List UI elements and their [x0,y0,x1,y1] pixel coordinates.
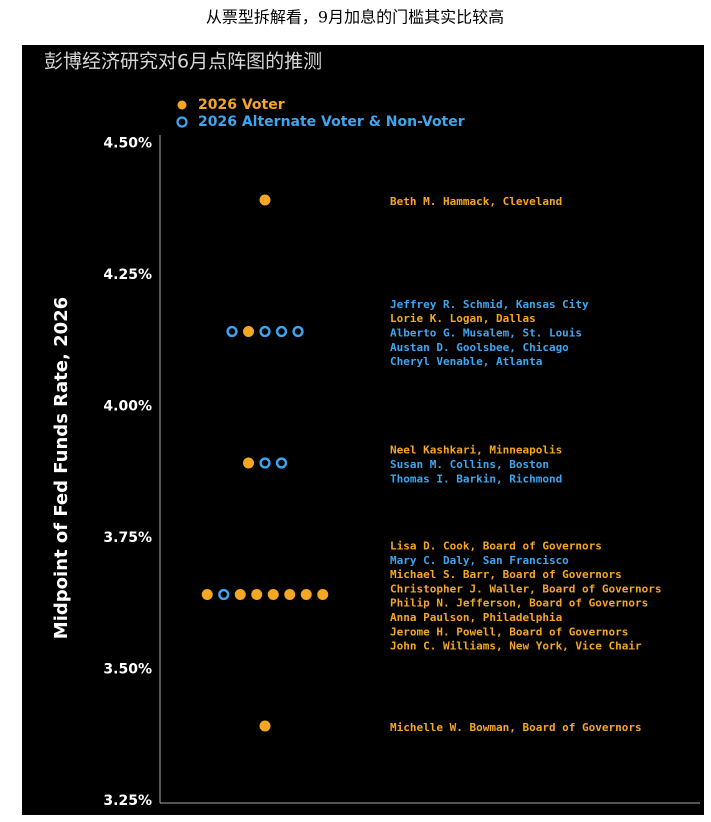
dot [259,720,271,732]
y-tick-label: 3.75% [103,530,152,546]
member-name: Beth M. Hammack, Cleveland [390,195,562,208]
member-name: Cheryl Venable, Atlanta [390,355,542,368]
legend-marker [177,100,187,110]
caption: 从票型拆解看，9月加息的门槛其实比较高 [206,8,504,27]
dot [259,325,271,338]
dot [234,589,246,600]
dot [267,589,279,600]
legend-label: 2026 Alternate Voter & Non-Voter [198,114,465,130]
member-name: Austan D. Goolsbee, Chicago [390,341,569,354]
legend-marker [176,116,188,128]
member-name: John C. Williams, New York, Vice Chair [390,640,642,653]
dot [275,325,288,338]
dot [292,325,304,338]
y-tick-label: 4.25% [103,267,152,283]
y-axis-label: Midpoint of Fed Funds Rate, 2026 [51,297,72,639]
dot [201,589,213,600]
dot [259,194,271,206]
member-name: Christopher J. Waller, Board of Governor… [390,582,662,595]
dot [284,589,296,600]
member-name: Lisa D. Cook, Board of Governors [390,539,602,552]
member-name: Mary C. Daly, San Francisco [390,554,569,567]
member-name: Jeffrey R. Schmid, Kansas City [390,298,589,311]
chart-panel [22,45,704,815]
dot [226,325,238,338]
dot [243,457,254,469]
y-tick-label: 4.50% [103,135,152,151]
member-name: Thomas I. Barkin, Richmond [390,472,562,485]
member-name: Michael S. Barr, Board of Governors [390,568,622,581]
member-name: Jerome H. Powell, Board of Governors [390,625,628,638]
y-tick-label: 3.50% [103,661,152,677]
member-name: Alberto G. Musalem, St. Louis [390,327,582,340]
y-tick-label: 3.25% [103,793,152,809]
dot [251,589,263,600]
chart-title: 彭博经济研究对6月点阵图的推测 [44,51,322,73]
dot [300,589,312,600]
member-name: Michelle W. Bowman, Board of Governors [390,721,642,734]
dot [259,457,271,469]
member-name: Anna Paulson, Philadelphia [390,611,562,624]
legend-label: 2026 Voter [198,97,285,113]
dot [218,588,230,601]
member-name: Susan M. Collins, Boston [390,458,549,471]
y-tick-label: 4.00% [103,398,152,414]
member-name: Lorie K. Logan, Dallas [390,312,536,325]
dot [317,589,329,600]
member-name: Philip N. Jefferson, Board of Governors [390,597,648,610]
member-name: Neel Kashkari, Minneapolis [390,444,562,457]
dot [275,457,288,469]
dot [243,326,254,337]
